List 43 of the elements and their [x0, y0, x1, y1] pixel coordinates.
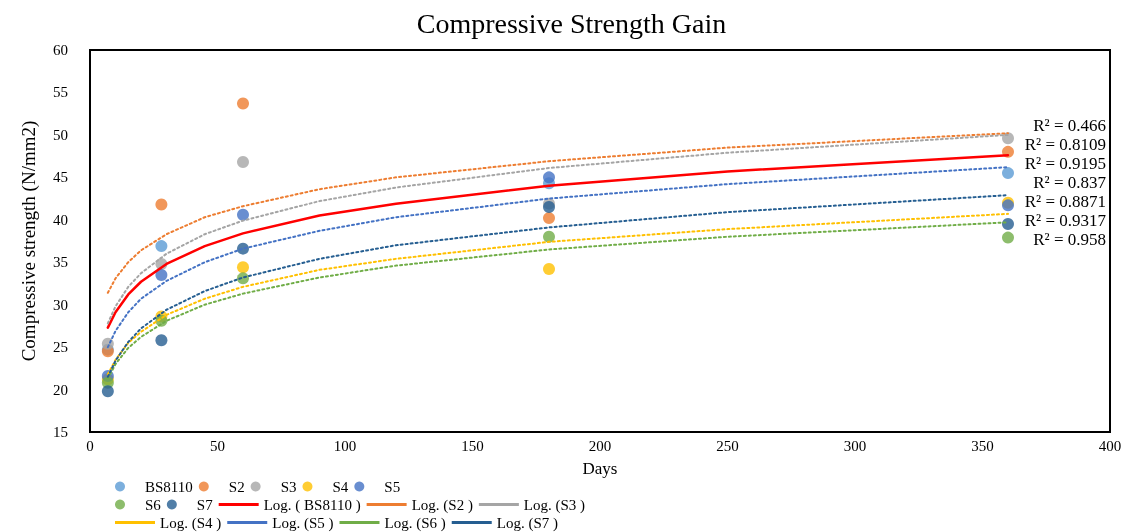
x-axis-title: Days [582, 459, 618, 478]
x-tick-label: 250 [716, 437, 739, 454]
x-tick-label: 0 [86, 437, 94, 454]
legend-label: Log. ( BS8110 ) [263, 496, 361, 514]
legend-label: S4 [332, 478, 349, 495]
y-tick-label: 30 [53, 296, 68, 313]
y-tick-label: 50 [53, 126, 68, 143]
legend-label: S3 [280, 478, 297, 495]
legend-label: S6 [145, 496, 162, 513]
x-tick-label: 150 [461, 437, 484, 454]
annotation: R² = 0.466 [1033, 115, 1106, 135]
y-tick-label: 35 [53, 254, 68, 271]
annotation: R² = 0.837 [1033, 172, 1107, 192]
y-tick-label: 20 [53, 381, 68, 398]
y-tick-label: 45 [53, 169, 68, 186]
legend-label: BS8110 [145, 478, 193, 495]
y-tick-label: 60 [53, 42, 68, 58]
legend-label: S2 [228, 478, 245, 495]
legend-label: Log. (S2 ) [411, 496, 473, 514]
annotation: R² = 0.9317 [1024, 210, 1107, 230]
x-tick-label: 300 [843, 437, 867, 454]
legend-label: S5 [384, 478, 401, 495]
y-axis-title: Compressive strength (N/mm2) [18, 120, 40, 362]
annotation: R² = 0.9195 [1024, 153, 1106, 173]
x-tick-label: 200 [588, 437, 612, 454]
legend-label: Log. (S7 ) [496, 514, 558, 532]
y-tick-label: 40 [53, 211, 68, 228]
x-tick-label: 50 [210, 437, 225, 454]
legend-label: S7 [196, 496, 214, 513]
legend-label: Log. (S6 ) [384, 514, 446, 532]
annotation: R² = 0.8109 [1024, 134, 1106, 154]
x-tick-label: 100 [333, 437, 357, 454]
y-tick-label: 25 [53, 339, 68, 356]
x-tick-label: 400 [1098, 437, 1122, 454]
annotation: R² = 0.8871 [1024, 191, 1106, 211]
legend-label: Log. (S3 ) [523, 496, 586, 514]
annotation: R² = 0.958 [1033, 229, 1106, 249]
legend-label: Log. (S5 ) [272, 514, 334, 532]
legend-label: Log. (S4 ) [160, 514, 222, 532]
y-tick-label: 15 [53, 424, 68, 440]
chart-title: Compressive Strength Gain [416, 7, 727, 39]
y-tick-label: 55 [53, 84, 68, 101]
x-tick-label: 350 [971, 437, 994, 454]
